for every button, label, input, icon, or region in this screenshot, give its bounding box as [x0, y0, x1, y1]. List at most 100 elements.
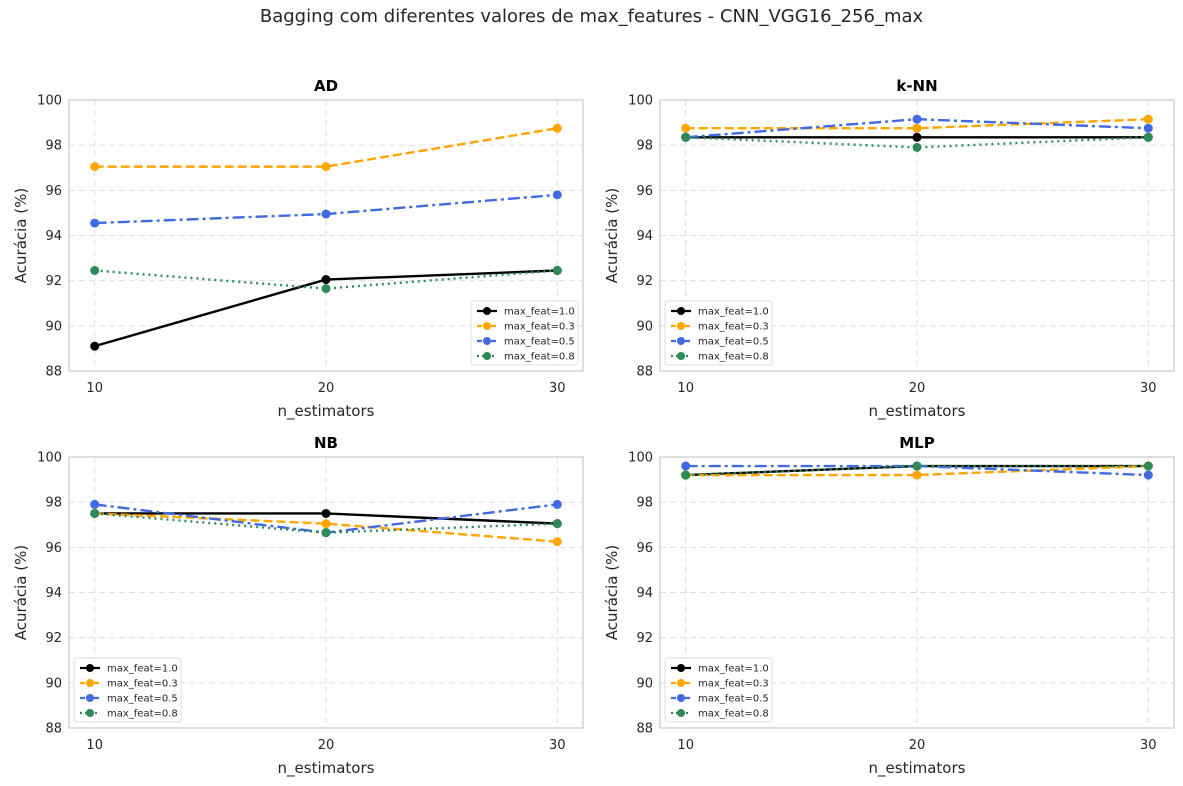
x-tick-label: 30: [1140, 381, 1157, 396]
series-point: [1143, 461, 1153, 471]
series-line: [685, 464, 1149, 477]
series-point: [912, 114, 922, 124]
series-point: [552, 190, 562, 200]
legend-marker: [677, 337, 685, 345]
series-point: [321, 275, 331, 285]
legend-marker: [677, 664, 685, 672]
y-tick-label: 92: [45, 631, 62, 646]
series-point: [90, 499, 100, 509]
legend-label: max_feat=0.8: [698, 352, 769, 363]
plot-frame: [659, 456, 1175, 729]
x-axis-label: n_estimators: [278, 759, 375, 778]
series-point: [1143, 114, 1153, 124]
legend-marker: [86, 694, 94, 702]
x-axis-label: n_estimators: [278, 402, 375, 421]
legend-marker: [483, 322, 491, 330]
y-tick-label: 88: [45, 365, 62, 380]
series-point: [321, 508, 331, 518]
series-line: [94, 193, 558, 225]
y-tick-label: 88: [45, 722, 62, 737]
x-tick-label: 20: [318, 738, 335, 753]
panel-title: MLP: [899, 434, 934, 452]
y-tick-label: 94: [636, 229, 653, 244]
y-tick-label: 92: [636, 274, 653, 289]
plot-frame: [659, 99, 1175, 372]
series-point: [681, 123, 691, 133]
series-line: [685, 464, 1149, 477]
y-tick-label: 92: [636, 631, 653, 646]
series-point: [912, 470, 922, 480]
series-point: [552, 123, 562, 133]
legend-box: [664, 300, 773, 366]
x-tick-label: 30: [549, 738, 566, 753]
legend-marker: [677, 307, 685, 315]
legend-marker: [86, 679, 94, 687]
legend-label: max_feat=0.5: [698, 694, 769, 705]
x-tick-label: 10: [86, 381, 103, 396]
series-point: [90, 341, 100, 351]
y-tick-label: 98: [45, 139, 62, 154]
series-point: [681, 132, 691, 142]
y-tick-label: 96: [45, 541, 62, 556]
y-tick-label: 94: [45, 586, 62, 601]
legend-box: [73, 657, 182, 723]
y-axis-label: Acurácia (%): [12, 188, 30, 283]
panel-title: k-NN: [896, 77, 937, 95]
y-tick-label: 88: [636, 722, 653, 737]
legend-label: max_feat=0.3: [698, 322, 769, 333]
series-point: [321, 209, 331, 219]
series-point: [552, 519, 562, 529]
series-point: [552, 499, 562, 509]
series-point: [90, 162, 100, 172]
series-point: [321, 162, 331, 172]
x-axis-label: n_estimators: [869, 759, 966, 778]
legend-label: max_feat=0.5: [504, 337, 575, 348]
legend-marker: [677, 709, 685, 717]
legend-marker: [677, 679, 685, 687]
legend-label: max_feat=1.0: [107, 664, 178, 675]
y-tick-label: 96: [636, 184, 653, 199]
y-tick-label: 98: [45, 496, 62, 511]
x-tick-label: 10: [86, 738, 103, 753]
series-point: [321, 284, 331, 294]
legend-marker: [677, 322, 685, 330]
series-point: [90, 266, 100, 276]
panel-title: AD: [314, 77, 338, 95]
series-point: [321, 519, 331, 529]
x-tick-label: 30: [549, 381, 566, 396]
series-point: [681, 470, 691, 480]
y-tick-label: 88: [636, 365, 653, 380]
y-tick-label: 90: [45, 319, 62, 334]
figure-title: Bagging com diferentes valores de max_fe…: [259, 6, 924, 27]
legend-marker: [483, 307, 491, 315]
series-point: [1143, 470, 1153, 480]
plot-frame: [68, 456, 584, 729]
y-tick-label: 92: [45, 274, 62, 289]
y-tick-label: 98: [636, 139, 653, 154]
legend-label: max_feat=0.3: [698, 679, 769, 690]
y-axis-label: Acurácia (%): [12, 545, 30, 640]
y-tick-label: 100: [628, 94, 653, 109]
series-point: [1143, 132, 1153, 142]
x-axis-label: n_estimators: [869, 402, 966, 421]
y-tick-label: 90: [636, 319, 653, 334]
legend-label: max_feat=0.5: [698, 337, 769, 348]
panel-title: NB: [314, 434, 338, 452]
series-point: [90, 218, 100, 228]
y-tick-label: 98: [636, 496, 653, 511]
y-tick-label: 100: [628, 451, 653, 466]
y-tick-label: 100: [37, 451, 62, 466]
legend-label: max_feat=1.0: [504, 307, 575, 318]
x-tick-label: 10: [677, 738, 694, 753]
series-point: [552, 266, 562, 276]
legend-marker: [677, 694, 685, 702]
series-point: [1143, 123, 1153, 133]
legend-marker: [483, 352, 491, 360]
x-tick-label: 20: [909, 738, 926, 753]
legend-marker: [86, 664, 94, 672]
legend-label: max_feat=0.3: [504, 322, 575, 333]
x-tick-label: 10: [677, 381, 694, 396]
legend-label: max_feat=0.8: [504, 352, 575, 363]
legend-label: max_feat=1.0: [698, 307, 769, 318]
plot-frame: [68, 99, 584, 372]
